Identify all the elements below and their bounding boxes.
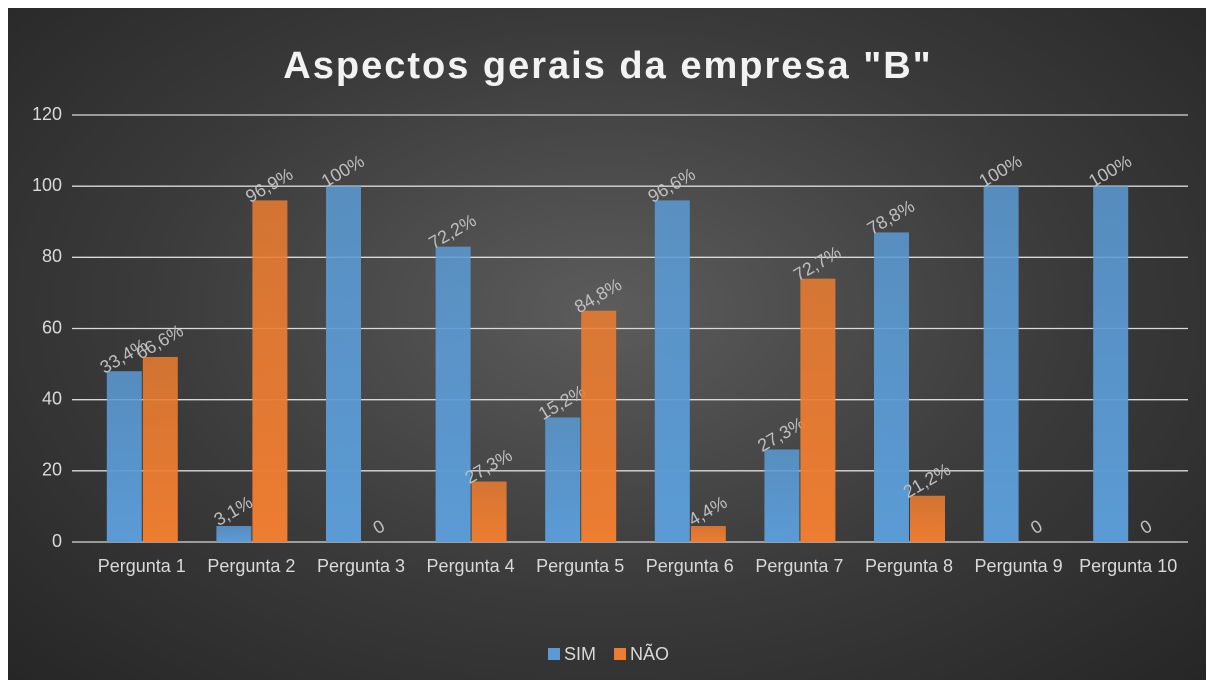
bar bbox=[142, 356, 178, 542]
x-tick-label: Pergunta 1 bbox=[97, 556, 186, 576]
bar bbox=[435, 246, 471, 543]
data-label: 66,6% bbox=[133, 320, 187, 363]
bar bbox=[581, 310, 617, 542]
bar bbox=[874, 232, 909, 543]
bar bbox=[654, 200, 690, 542]
data-label: 100% bbox=[1085, 151, 1135, 191]
bar bbox=[252, 200, 288, 542]
data-label: 84,8% bbox=[571, 274, 625, 317]
data-label: 0 bbox=[370, 516, 389, 538]
bar bbox=[216, 525, 252, 542]
bar bbox=[800, 278, 836, 542]
bar bbox=[106, 371, 142, 542]
bar bbox=[1093, 186, 1129, 542]
bar bbox=[690, 525, 726, 542]
data-label: 0 bbox=[1137, 516, 1156, 538]
legend-label: SIM bbox=[564, 644, 596, 664]
chart-title: Aspectos gerais da empresa "B" bbox=[283, 45, 932, 87]
y-tick-label: 20 bbox=[42, 460, 62, 480]
y-tick-label: 60 bbox=[42, 317, 62, 337]
data-label: 100% bbox=[976, 151, 1026, 191]
data-label: 72,7% bbox=[790, 242, 844, 285]
data-label: 4,4% bbox=[685, 492, 731, 530]
x-tick-label: Pergunta 3 bbox=[316, 556, 406, 576]
data-label: 0 bbox=[1027, 516, 1046, 538]
x-tick-label: Pergunta 9 bbox=[974, 556, 1063, 576]
bar bbox=[545, 417, 581, 542]
y-tick-label: 40 bbox=[42, 388, 62, 408]
bar bbox=[910, 495, 945, 542]
data-label: 27,3% bbox=[754, 413, 808, 456]
x-tick-label: Pergunta 4 bbox=[426, 556, 515, 576]
y-tick-label: 100 bbox=[32, 175, 62, 195]
bar bbox=[764, 449, 800, 542]
data-label: 96,6% bbox=[645, 164, 699, 207]
x-tick-label: Pergunta 10 bbox=[1079, 556, 1178, 576]
data-label: 96,9% bbox=[242, 164, 296, 207]
legend-swatch bbox=[548, 648, 560, 660]
x-tick-label: Pergunta 6 bbox=[645, 556, 734, 576]
data-label: 15,2% bbox=[535, 381, 589, 424]
x-tick-label: Pergunta 5 bbox=[536, 556, 625, 576]
legend-label: NÃO bbox=[630, 643, 669, 664]
y-tick-label: 80 bbox=[42, 246, 62, 266]
bar bbox=[471, 481, 507, 542]
y-tick-label: 120 bbox=[32, 104, 62, 124]
bar bbox=[326, 186, 361, 542]
data-label: 72,2% bbox=[425, 210, 479, 253]
data-label: 3,1% bbox=[211, 492, 257, 530]
data-label: 78,8% bbox=[864, 196, 918, 239]
x-tick-label: Pergunta 8 bbox=[864, 556, 954, 576]
legend-swatch bbox=[614, 648, 627, 660]
data-label: 100% bbox=[318, 151, 368, 191]
bar bbox=[983, 186, 1019, 542]
x-tick-label: Pergunta 7 bbox=[755, 556, 844, 576]
y-tick-label: 0 bbox=[52, 531, 62, 551]
x-tick-label: Pergunta 2 bbox=[207, 556, 296, 576]
